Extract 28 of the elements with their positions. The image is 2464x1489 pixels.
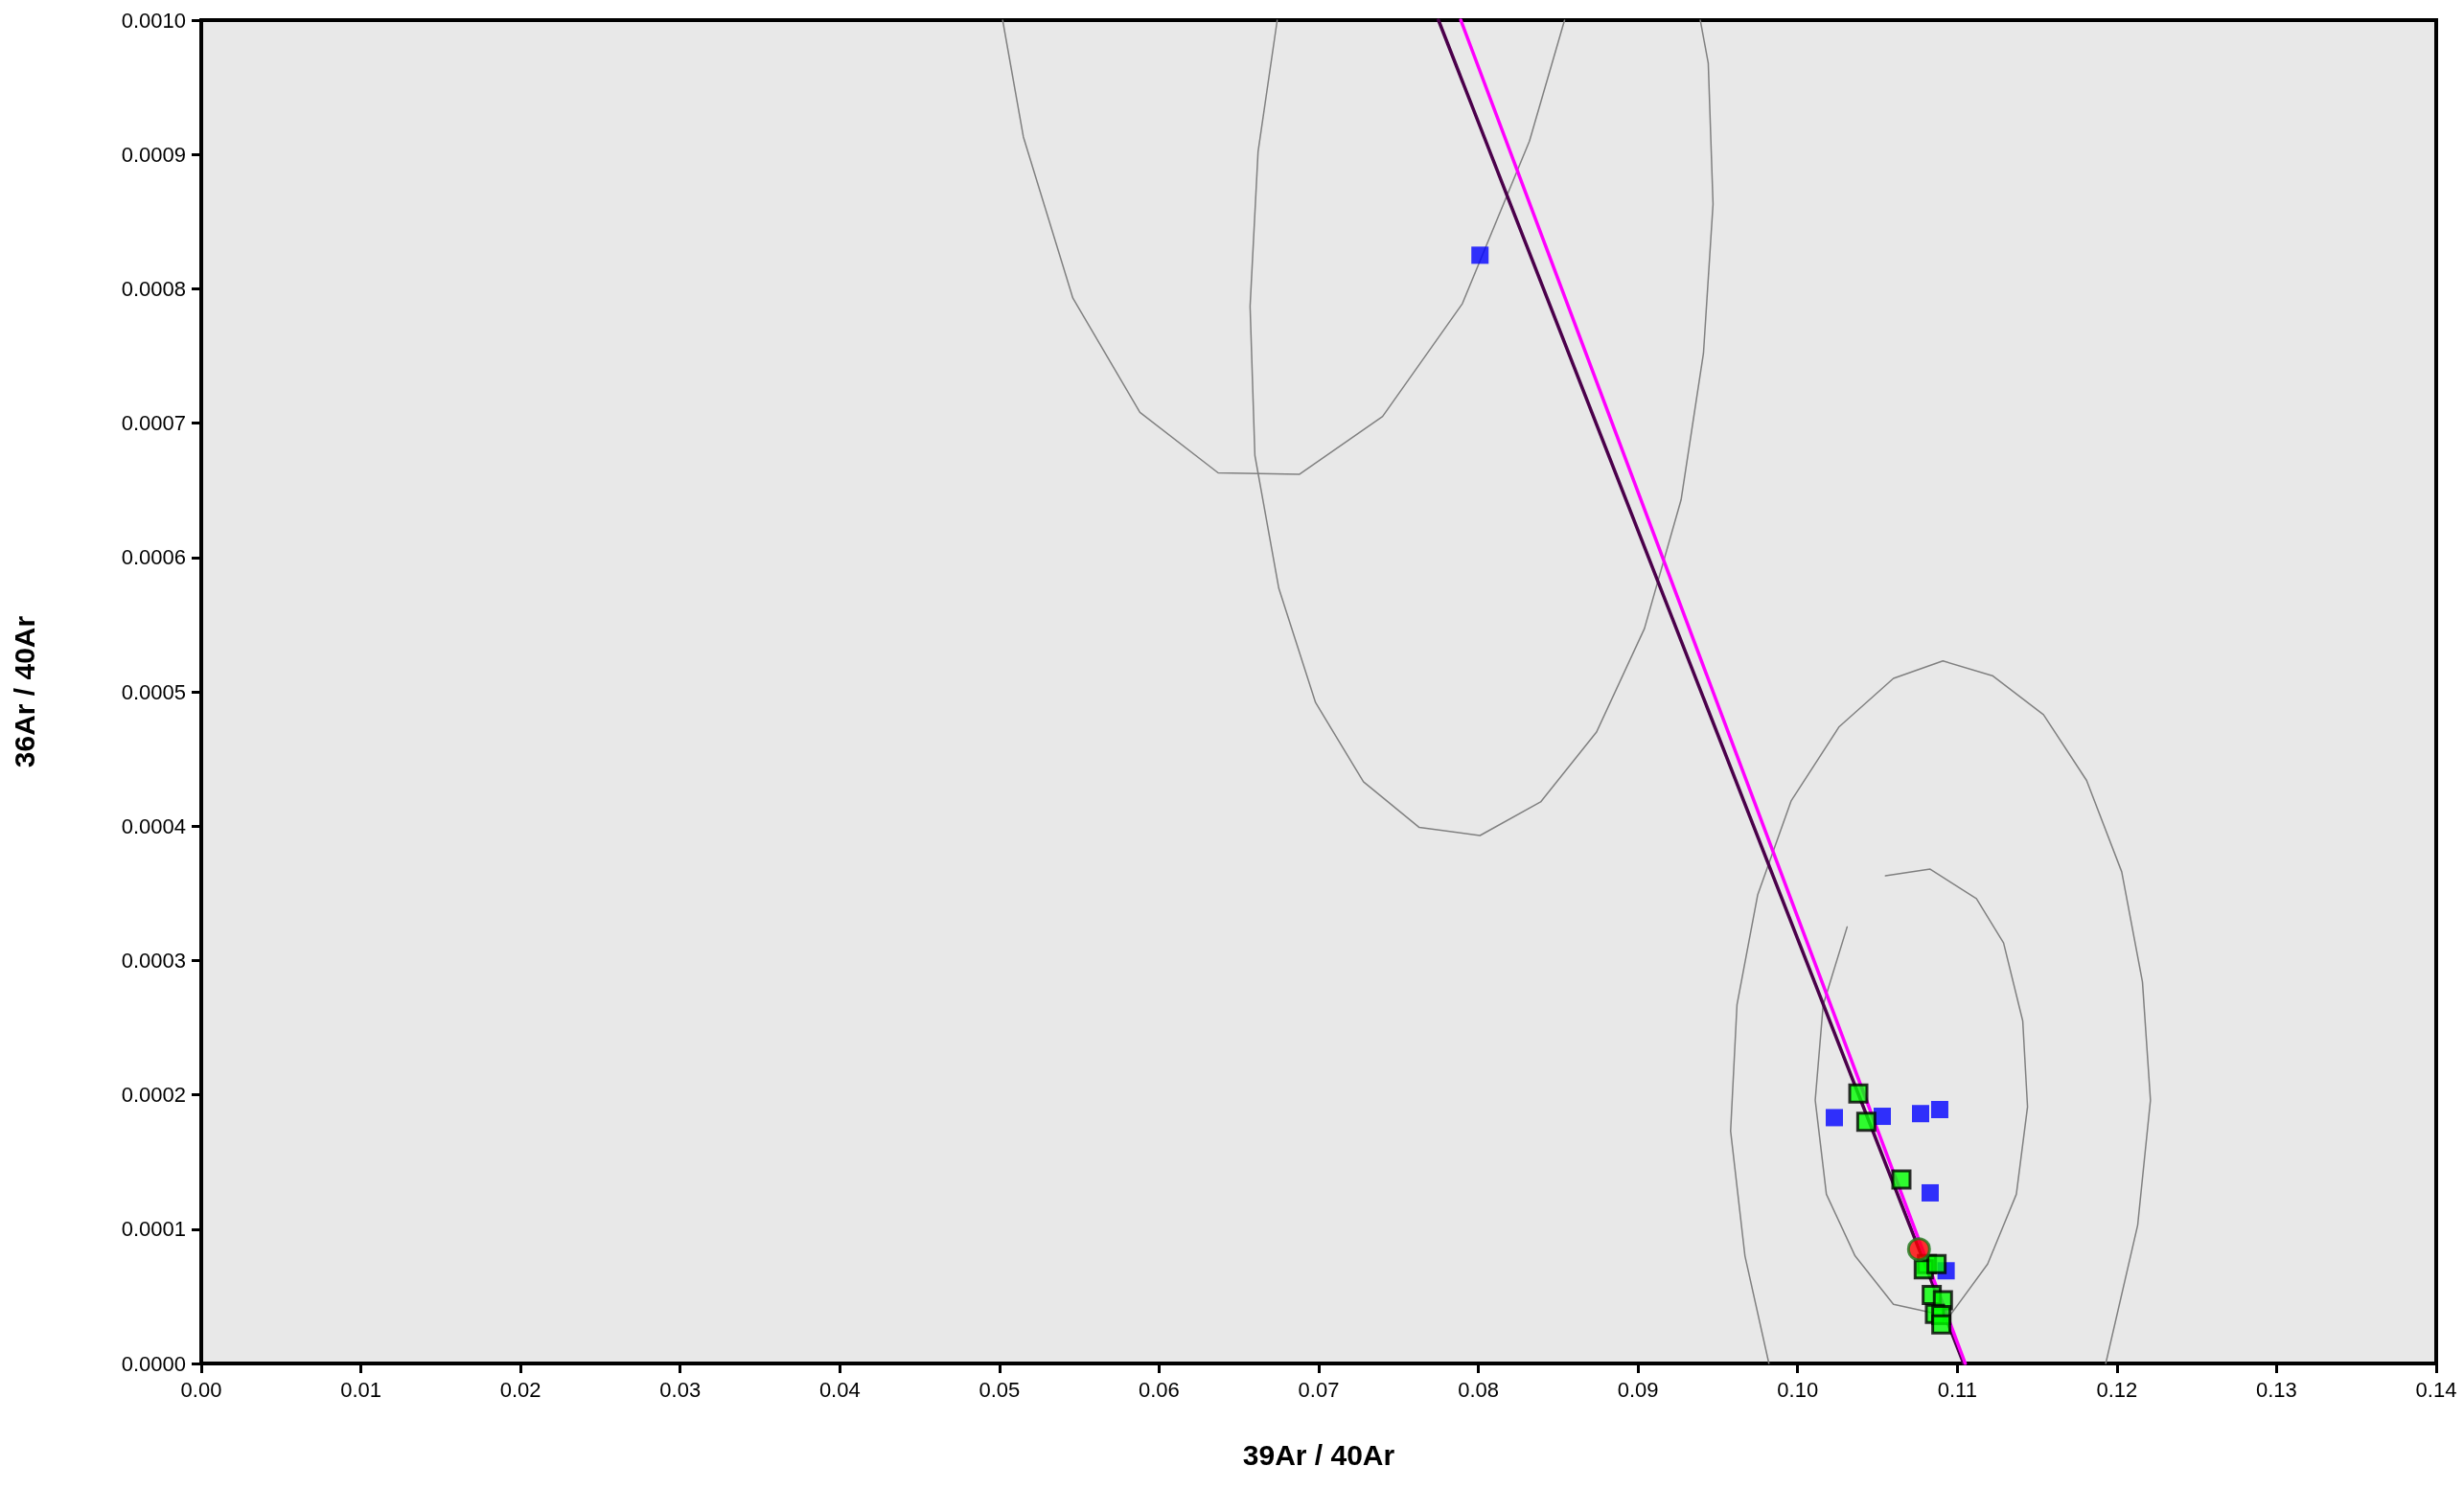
y-tick-label: 0.0005 (121, 679, 186, 704)
x-tick-label: 0.03 (659, 1377, 702, 1402)
x-tick-label: 0.07 (1298, 1377, 1340, 1402)
x-tick-label: 0.02 (499, 1377, 541, 1402)
x-tick-label: 0.11 (1937, 1377, 1977, 1402)
y-axis-title: 36Ar / 40Ar (8, 615, 40, 768)
y-tick-label: 0.0007 (121, 411, 186, 436)
x-tick-label: 0.08 (1458, 1377, 1499, 1402)
x-tick-label: 0.05 (979, 1377, 1021, 1402)
x-tick-label: 0.13 (2256, 1377, 2297, 1402)
x-tick-label: 0.09 (1617, 1377, 1659, 1402)
y-tick-label: 0.0001 (121, 1217, 186, 1242)
y-tick-label: 0.0002 (121, 1083, 186, 1108)
y-tick-label: 0.0004 (121, 813, 186, 838)
x-tick-label: 0.06 (1139, 1377, 1180, 1402)
y-tick-label: 0.0003 (121, 948, 186, 973)
x-tick-label: 0.01 (340, 1377, 381, 1402)
x-tick-label: 0.04 (818, 1377, 861, 1402)
y-tick-label: 0.0000 (121, 1351, 186, 1376)
x-tick-label: 0.00 (180, 1377, 222, 1402)
y-tick-label: 0.0010 (121, 8, 186, 33)
x-tick-label: 0.10 (1777, 1377, 1819, 1402)
x-axis-title: 39Ar / 40Ar (1242, 1438, 1395, 1471)
y-tick-label: 0.0008 (121, 276, 186, 301)
y-tick-label: 0.0009 (121, 142, 186, 167)
x-tick-label: 0.14 (2415, 1377, 2457, 1402)
y-tick-label: 0.0006 (121, 545, 186, 570)
x-tick-label: 0.12 (2096, 1377, 2138, 1402)
